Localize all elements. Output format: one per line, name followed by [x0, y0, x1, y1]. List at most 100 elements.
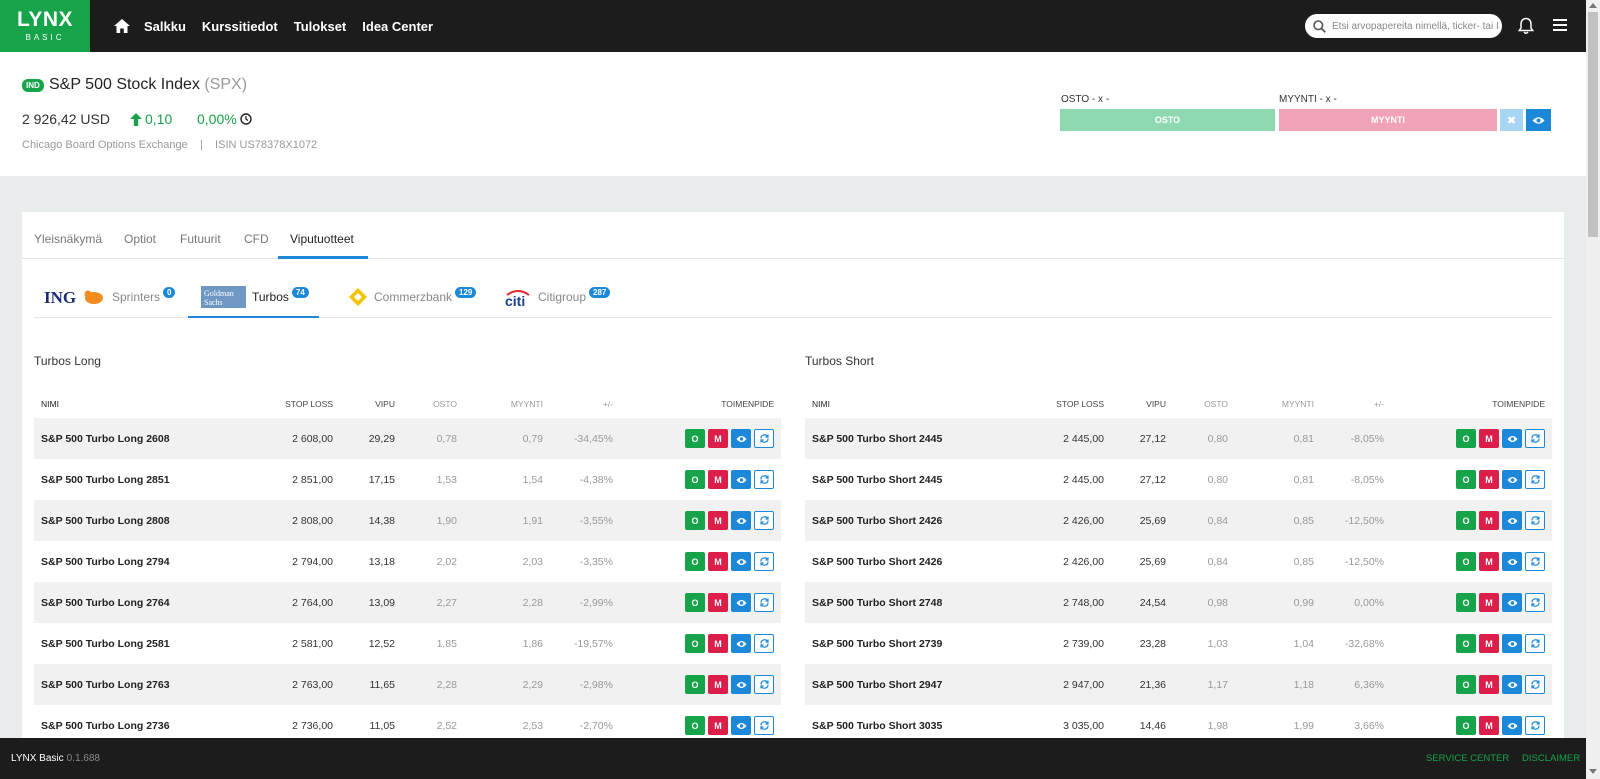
- refresh-button[interactable]: [1525, 593, 1545, 612]
- watch-row-button[interactable]: [731, 511, 751, 530]
- watch-row-button[interactable]: [1502, 593, 1522, 612]
- issuer-tab-citigroup[interactable]: citi Citigroup 287: [504, 276, 611, 318]
- quick-sell-button[interactable]: M: [708, 593, 728, 612]
- refresh-button[interactable]: [754, 511, 774, 530]
- watch-row-button[interactable]: [1502, 429, 1522, 448]
- quick-sell-button[interactable]: M: [1479, 470, 1499, 489]
- service-center-link[interactable]: SERVICE CENTER: [1426, 753, 1510, 764]
- watch-row-button[interactable]: [731, 634, 751, 653]
- quick-buy-button[interactable]: O: [1456, 429, 1476, 448]
- search-input[interactable]: [1332, 20, 1498, 32]
- table-row[interactable]: S&P 500 Turbo Short 2947 2 947,00 21,36 1,1…: [805, 664, 1552, 705]
- watch-row-button[interactable]: [731, 675, 751, 694]
- watch-row-button[interactable]: [1502, 552, 1522, 571]
- quick-buy-button[interactable]: O: [685, 675, 705, 694]
- quick-sell-button[interactable]: M: [708, 675, 728, 694]
- quick-sell-button[interactable]: M: [1479, 634, 1499, 653]
- nav-link-idea-center[interactable]: Idea Center: [362, 18, 434, 34]
- bell-icon[interactable]: [1518, 17, 1534, 35]
- quick-buy-button[interactable]: O: [1456, 716, 1476, 735]
- watch-row-button[interactable]: [1502, 470, 1522, 489]
- watch-row-button[interactable]: [1502, 716, 1522, 735]
- tab-cfd[interactable]: CFD: [244, 232, 269, 246]
- nav-link-kurssitiedot[interactable]: Kurssitiedot: [201, 18, 278, 34]
- quick-buy-button[interactable]: O: [685, 511, 705, 530]
- quick-sell-button[interactable]: M: [1479, 675, 1499, 694]
- refresh-button[interactable]: [754, 716, 774, 735]
- home-icon[interactable]: [114, 19, 130, 33]
- refresh-button[interactable]: [1525, 470, 1545, 489]
- table-row[interactable]: S&P 500 Turbo Long 2736 2 736,00 11,05 2,52…: [34, 705, 781, 746]
- lynx-logo[interactable]: LYNX BASIC: [0, 0, 90, 52]
- quick-sell-button[interactable]: M: [708, 511, 728, 530]
- refresh-button[interactable]: [754, 552, 774, 571]
- refresh-button[interactable]: [754, 675, 774, 694]
- quick-sell-button[interactable]: M: [708, 552, 728, 571]
- quick-buy-button[interactable]: O: [1456, 552, 1476, 571]
- quick-buy-button[interactable]: O: [1456, 470, 1476, 489]
- quick-buy-button[interactable]: O: [685, 552, 705, 571]
- quick-buy-button[interactable]: O: [685, 716, 705, 735]
- quick-buy-button[interactable]: O: [685, 470, 705, 489]
- refresh-button[interactable]: [1525, 429, 1545, 448]
- table-row[interactable]: S&P 500 Turbo Long 2764 2 764,00 13,09 2,27…: [34, 582, 781, 623]
- tab-overview[interactable]: Yleisnäkymä: [34, 232, 103, 246]
- quick-sell-button[interactable]: M: [1479, 593, 1499, 612]
- refresh-button[interactable]: [754, 429, 774, 448]
- table-row[interactable]: S&P 500 Turbo Short 3035 3 035,00 14,46 1,9…: [805, 705, 1552, 746]
- scroll-down-icon[interactable]: [1589, 769, 1597, 774]
- nav-link-salkku[interactable]: Salkku: [144, 18, 186, 34]
- sell-button[interactable]: MYYNTI: [1279, 109, 1497, 131]
- watch-row-button[interactable]: [731, 716, 751, 735]
- watch-row-button[interactable]: [1502, 675, 1522, 694]
- issuer-tab-commerzbank[interactable]: Commerzbank 129: [348, 276, 477, 318]
- issuer-tab-ing[interactable]: ING Sprinters 0: [44, 276, 176, 318]
- tab-leverage-products[interactable]: Viputuotteet: [290, 232, 354, 246]
- tab-options[interactable]: Optiot: [124, 232, 157, 246]
- table-row[interactable]: S&P 500 Turbo Long 2608 2 608,00 29,29 0,78…: [34, 418, 781, 459]
- watch-row-button[interactable]: [1502, 511, 1522, 530]
- quick-sell-button[interactable]: M: [1479, 511, 1499, 530]
- watch-row-button[interactable]: [731, 593, 751, 612]
- quick-sell-button[interactable]: M: [1479, 552, 1499, 571]
- quick-buy-button[interactable]: O: [685, 634, 705, 653]
- refresh-button[interactable]: [1525, 552, 1545, 571]
- quick-buy-button[interactable]: O: [685, 593, 705, 612]
- watch-row-button[interactable]: [731, 470, 751, 489]
- issuer-tab-goldman-sachs[interactable]: Goldman Sachs Turbos 74: [201, 276, 309, 318]
- refresh-button[interactable]: [1525, 634, 1545, 653]
- table-row[interactable]: S&P 500 Turbo Short 2748 2 748,00 24,54 0,9…: [805, 582, 1552, 623]
- quick-sell-button[interactable]: M: [708, 716, 728, 735]
- buy-button[interactable]: OSTO: [1060, 109, 1275, 131]
- quick-sell-button[interactable]: M: [708, 429, 728, 448]
- refresh-button[interactable]: [1525, 716, 1545, 735]
- nav-link-tulokset[interactable]: Tulokset: [293, 18, 347, 34]
- table-row[interactable]: S&P 500 Turbo Long 2851 2 851,00 17,15 1,53…: [34, 459, 781, 500]
- disclaimer-link[interactable]: DISCLAIMER: [1522, 753, 1581, 764]
- menu-icon[interactable]: [1553, 19, 1567, 34]
- scroll-thumb[interactable]: [1588, 12, 1598, 237]
- table-row[interactable]: S&P 500 Turbo Long 2763 2 763,00 11,65 2,28…: [34, 664, 781, 705]
- quick-sell-button[interactable]: M: [708, 470, 728, 489]
- page-scrollbar[interactable]: [1586, 0, 1600, 779]
- quick-buy-button[interactable]: O: [685, 429, 705, 448]
- quick-sell-button[interactable]: M: [708, 634, 728, 653]
- close-order-button[interactable]: ✖: [1500, 109, 1523, 131]
- table-row[interactable]: S&P 500 Turbo Long 2794 2 794,00 13,18 2,02…: [34, 541, 781, 582]
- watch-button[interactable]: [1526, 109, 1551, 131]
- table-row[interactable]: S&P 500 Turbo Short 2426 2 426,00 25,69 0,8…: [805, 541, 1552, 582]
- watch-row-button[interactable]: [1502, 634, 1522, 653]
- refresh-button[interactable]: [754, 470, 774, 489]
- quick-buy-button[interactable]: O: [1456, 511, 1476, 530]
- quick-sell-button[interactable]: M: [1479, 716, 1499, 735]
- refresh-button[interactable]: [1525, 675, 1545, 694]
- watch-row-button[interactable]: [731, 429, 751, 448]
- quick-buy-button[interactable]: O: [1456, 675, 1476, 694]
- scroll-up-icon[interactable]: [1589, 3, 1597, 8]
- table-row[interactable]: S&P 500 Turbo Short 2445 2 445,00 27,12 0,8…: [805, 459, 1552, 500]
- table-row[interactable]: S&P 500 Turbo Short 2445 2 445,00 27,12 0,8…: [805, 418, 1552, 459]
- refresh-button[interactable]: [754, 593, 774, 612]
- refresh-button[interactable]: [754, 634, 774, 653]
- tab-futures[interactable]: Futuurit: [180, 232, 221, 246]
- quick-sell-button[interactable]: M: [1479, 429, 1499, 448]
